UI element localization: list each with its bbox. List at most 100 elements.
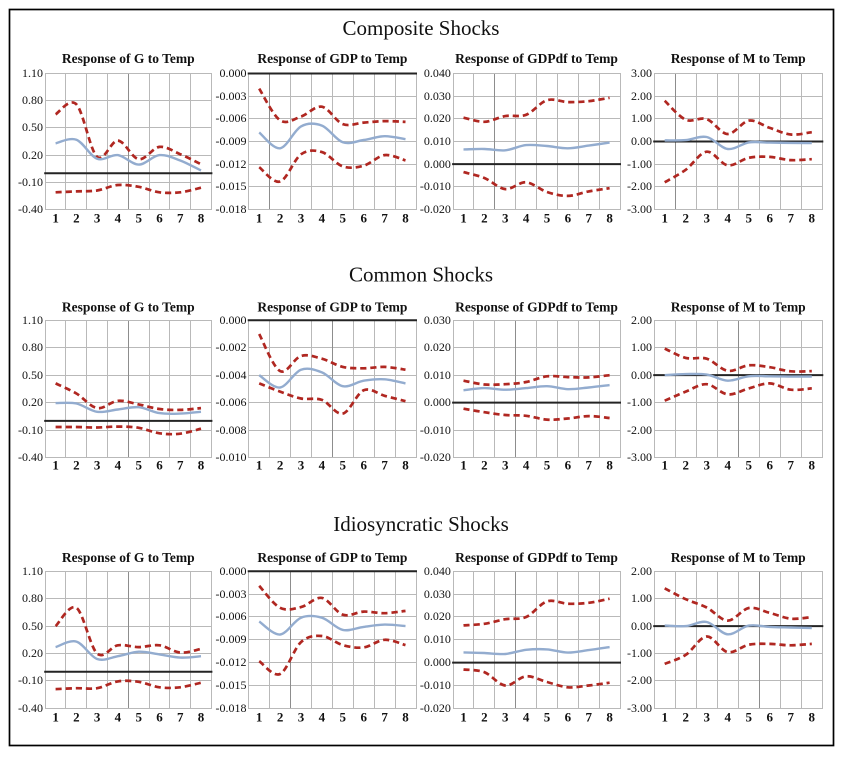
svg-text:-0.003: -0.003 — [216, 89, 247, 103]
svg-text:1: 1 — [661, 211, 668, 226]
svg-text:2: 2 — [682, 458, 689, 473]
svg-text:0.80: 0.80 — [22, 93, 43, 107]
svg-text:2: 2 — [481, 458, 488, 473]
svg-text:0.020: 0.020 — [424, 609, 451, 623]
svg-text:7: 7 — [585, 709, 592, 724]
svg-text:8: 8 — [606, 211, 613, 226]
svg-text:0.00: 0.00 — [631, 134, 652, 148]
svg-text:1.00: 1.00 — [631, 111, 652, 125]
svg-text:7: 7 — [788, 709, 795, 724]
svg-text:-0.009: -0.009 — [216, 134, 247, 148]
svg-text:-0.010: -0.010 — [420, 678, 451, 692]
svg-text:4: 4 — [724, 709, 731, 724]
svg-text:1: 1 — [256, 211, 263, 226]
svg-text:Response of G to Temp: Response of G to Temp — [62, 550, 195, 565]
svg-text:7: 7 — [177, 458, 184, 473]
svg-text:-0.010: -0.010 — [216, 450, 247, 464]
svg-text:-0.003: -0.003 — [216, 587, 247, 601]
svg-text:-0.002: -0.002 — [216, 340, 247, 354]
svg-text:8: 8 — [198, 709, 205, 724]
svg-text:6: 6 — [565, 709, 572, 724]
svg-text:1: 1 — [256, 458, 263, 473]
svg-text:-3.00: -3.00 — [627, 450, 652, 464]
svg-text:3: 3 — [94, 709, 101, 724]
svg-text:5: 5 — [135, 211, 142, 226]
svg-text:3: 3 — [502, 458, 509, 473]
svg-text:1: 1 — [460, 211, 467, 226]
svg-text:-0.012: -0.012 — [216, 157, 247, 171]
svg-text:0.000: 0.000 — [424, 655, 451, 669]
svg-text:0.50: 0.50 — [22, 368, 43, 382]
svg-text:-1.00: -1.00 — [627, 395, 652, 409]
svg-text:-0.010: -0.010 — [420, 179, 451, 193]
svg-text:3: 3 — [298, 709, 305, 724]
svg-text:6: 6 — [565, 211, 572, 226]
svg-text:1: 1 — [460, 458, 467, 473]
svg-text:Response of GDP to Temp: Response of GDP to Temp — [257, 51, 407, 66]
svg-text:5: 5 — [135, 458, 142, 473]
svg-text:8: 8 — [606, 458, 613, 473]
svg-text:5: 5 — [544, 709, 551, 724]
svg-text:-0.012: -0.012 — [216, 655, 247, 669]
svg-text:1: 1 — [52, 458, 59, 473]
svg-text:2: 2 — [73, 458, 80, 473]
svg-text:2: 2 — [73, 709, 80, 724]
svg-text:2: 2 — [481, 211, 488, 226]
svg-text:-0.015: -0.015 — [216, 179, 247, 193]
svg-text:6: 6 — [360, 709, 367, 724]
svg-text:1: 1 — [661, 709, 668, 724]
svg-text:3: 3 — [703, 458, 710, 473]
svg-text:-0.008: -0.008 — [216, 423, 247, 437]
svg-text:6: 6 — [767, 211, 774, 226]
svg-text:4: 4 — [115, 211, 122, 226]
svg-text:2: 2 — [682, 211, 689, 226]
svg-text:0.040: 0.040 — [424, 66, 451, 80]
svg-text:5: 5 — [340, 709, 347, 724]
svg-text:5: 5 — [340, 458, 347, 473]
svg-text:Idiosyncratic Shocks: Idiosyncratic Shocks — [333, 512, 509, 536]
svg-text:2.00: 2.00 — [631, 89, 652, 103]
svg-text:-0.40: -0.40 — [18, 202, 43, 216]
svg-text:Common Shocks: Common Shocks — [349, 262, 493, 286]
svg-text:5: 5 — [746, 709, 753, 724]
svg-text:0.020: 0.020 — [424, 111, 451, 125]
svg-text:-0.018: -0.018 — [216, 701, 247, 715]
svg-text:7: 7 — [381, 211, 388, 226]
svg-text:-0.010: -0.010 — [420, 423, 451, 437]
svg-text:1.00: 1.00 — [631, 340, 652, 354]
svg-text:0.040: 0.040 — [424, 564, 451, 578]
svg-text:6: 6 — [360, 458, 367, 473]
svg-text:-0.020: -0.020 — [420, 701, 451, 715]
svg-text:8: 8 — [402, 458, 409, 473]
svg-text:8: 8 — [809, 211, 816, 226]
svg-text:-3.00: -3.00 — [627, 202, 652, 216]
svg-text:7: 7 — [381, 458, 388, 473]
svg-text:1: 1 — [460, 709, 467, 724]
svg-text:2: 2 — [277, 458, 284, 473]
svg-text:0.030: 0.030 — [424, 89, 451, 103]
svg-text:0.000: 0.000 — [424, 157, 451, 171]
svg-text:8: 8 — [402, 709, 409, 724]
svg-text:3: 3 — [94, 211, 101, 226]
svg-text:4: 4 — [115, 458, 122, 473]
svg-text:1: 1 — [52, 211, 59, 226]
svg-text:6: 6 — [156, 709, 163, 724]
svg-text:5: 5 — [340, 211, 347, 226]
svg-text:1.10: 1.10 — [22, 564, 43, 578]
svg-text:Response of GDP to Temp: Response of GDP to Temp — [257, 300, 407, 315]
svg-text:0.000: 0.000 — [220, 313, 247, 327]
svg-text:7: 7 — [381, 709, 388, 724]
svg-text:0.000: 0.000 — [424, 395, 451, 409]
svg-text:7: 7 — [788, 458, 795, 473]
svg-text:-0.006: -0.006 — [216, 395, 247, 409]
svg-text:-0.004: -0.004 — [216, 368, 247, 382]
svg-text:4: 4 — [523, 211, 530, 226]
svg-text:8: 8 — [809, 458, 816, 473]
svg-text:3.00: 3.00 — [631, 66, 652, 80]
svg-text:7: 7 — [788, 211, 795, 226]
svg-text:7: 7 — [585, 211, 592, 226]
svg-text:6: 6 — [156, 211, 163, 226]
svg-text:0.030: 0.030 — [424, 313, 451, 327]
svg-text:-0.020: -0.020 — [420, 202, 451, 216]
svg-text:0.010: 0.010 — [424, 134, 451, 148]
